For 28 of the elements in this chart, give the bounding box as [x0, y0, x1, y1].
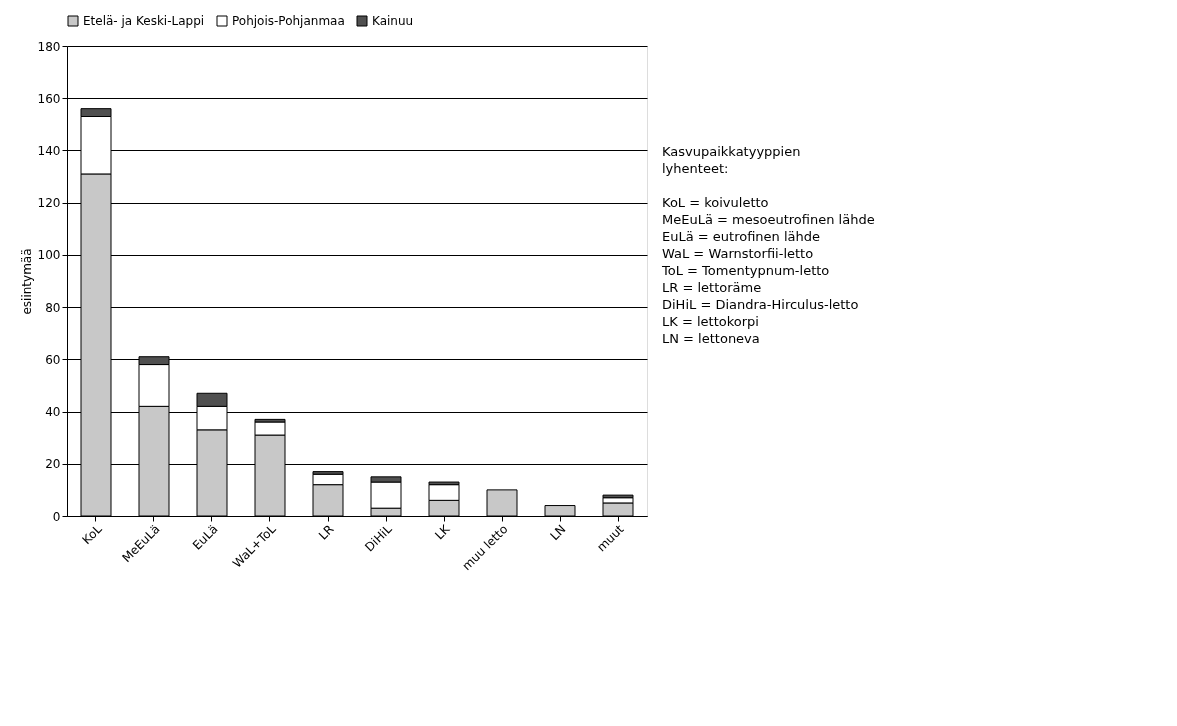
text: DiHiL = Diandra-Hirculus-letto [662, 297, 859, 312]
y-tick-label: 40 [45, 405, 61, 420]
legend-label: Pohjois-Pohjanmaa [232, 14, 345, 28]
y-tick-label: 160 [37, 91, 61, 106]
y-tick-label: 140 [37, 143, 61, 158]
text: MeEuLä = mesoeutrofinen lähde [662, 212, 875, 227]
legend-label: Etelä- ja Keski-Lappi [83, 14, 205, 28]
legend-label: Kainuu [372, 14, 414, 28]
text: Kasvupaikkatyyppien lyhenteet: [662, 144, 801, 176]
x-tick-label: LK [432, 521, 454, 543]
x-tick-label: KoL [79, 521, 105, 548]
x-tick-label: LR [315, 522, 337, 543]
text: KoL = koivuletto [662, 195, 769, 210]
y-tick-label: 100 [37, 248, 61, 263]
text: EuLä = eutrofinen lähde [662, 229, 821, 244]
text: LN = lettoneva [662, 331, 760, 346]
y-tick-label: 20 [45, 457, 61, 472]
text: LR = lettoräme [662, 280, 762, 295]
y-tick-label: 60 [45, 352, 61, 367]
y-tick-label: 120 [37, 196, 61, 211]
y-tick-label: 180 [37, 39, 61, 54]
text: ToL = Tomentypnum-letto [661, 263, 830, 278]
text: LK = lettokorpi [662, 314, 759, 329]
y-axis-title: esiintymää [19, 248, 34, 315]
x-tick-label: LN [547, 522, 569, 544]
y-tick-label: 0 [52, 509, 61, 524]
text: WaL = Warnstorfii-letto [662, 246, 814, 261]
y-tick-label: 80 [45, 300, 61, 315]
